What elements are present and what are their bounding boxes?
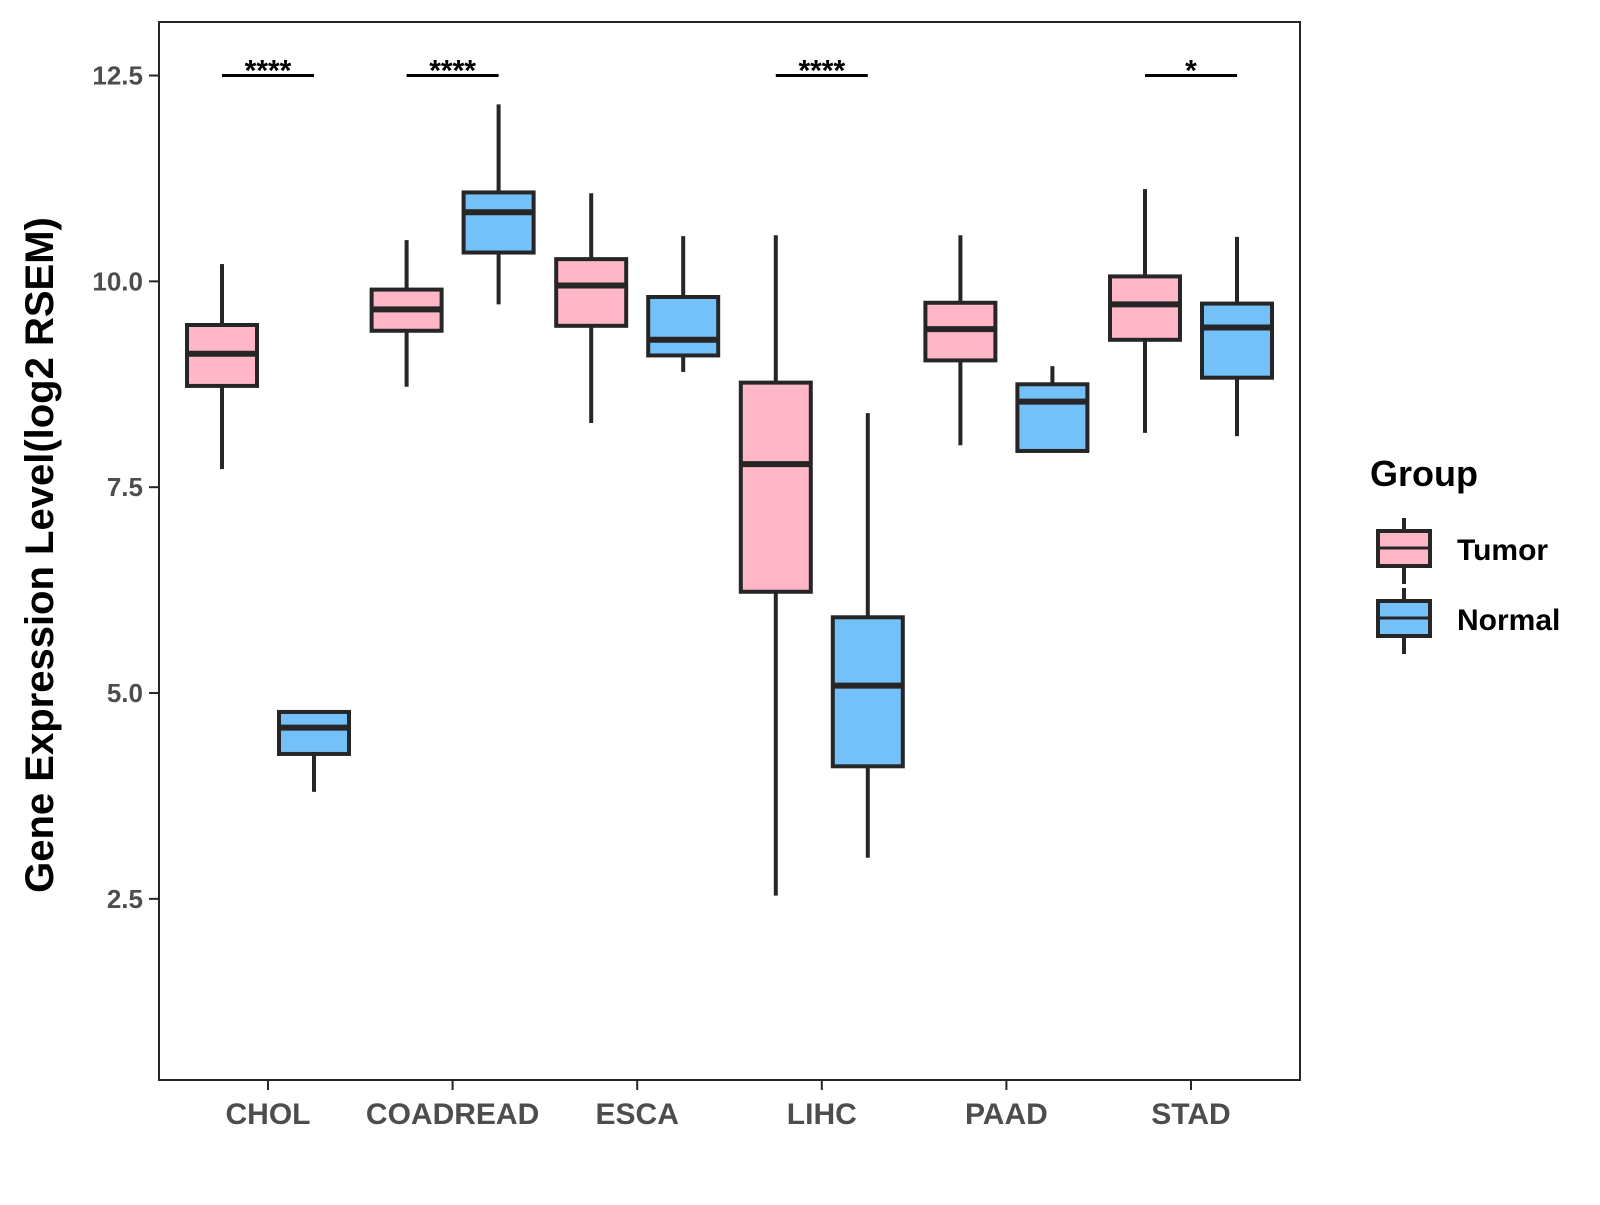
x-tick-label-stad: STAD — [1151, 1098, 1230, 1131]
y-tick-label-0: 2.5 — [107, 884, 143, 914]
sig-label-coadread: **** — [429, 55, 476, 88]
y-tick-label-1: 5.0 — [107, 678, 143, 708]
legend: Group Tumor Normal — [1370, 453, 1560, 654]
box-normal-chol — [277, 709, 351, 792]
box-tumor-chol — [185, 264, 259, 470]
y-axis-label: Gene Expression Level(log2 RSEM) — [18, 217, 62, 893]
sig-label-stad: * — [1185, 55, 1197, 88]
y-tick-label-4: 12.5 — [92, 61, 143, 91]
box-tumor-lihc — [738, 235, 813, 896]
box-normal-paad — [1015, 366, 1090, 453]
x-tick-label-paad: PAAD — [965, 1098, 1048, 1131]
plot-panel-border — [158, 21, 1301, 1081]
x-tick-label-lihc: LIHC — [787, 1098, 857, 1131]
box-normal-esca — [646, 236, 721, 372]
legend-title: Group — [1370, 453, 1478, 494]
box-normal-esca-iqr — [646, 294, 721, 358]
box-normal-coadread-iqr — [461, 190, 536, 255]
box-tumor-stad — [1108, 189, 1182, 433]
box-tumor-stad-iqr — [1108, 274, 1182, 342]
box-tumor-esca-iqr — [554, 257, 629, 328]
box-normal-stad — [1200, 236, 1274, 437]
y-tick-label-3: 10.0 — [92, 266, 143, 296]
box-tumor-lihc-iqr — [738, 380, 813, 594]
box-tumor-paad — [923, 235, 998, 446]
legend-item-normal: Normal — [1376, 588, 1560, 654]
box-normal-paad-iqr — [1015, 382, 1090, 453]
box-normal-chol-iqr — [277, 709, 351, 756]
box-normal-lihc-iqr — [830, 615, 905, 769]
y-tick-label-2: 7.5 — [107, 472, 143, 502]
box-normal-coadread — [461, 104, 536, 305]
box-tumor-esca — [554, 193, 629, 423]
x-tick-label-esca: ESCA — [596, 1098, 679, 1131]
legend-label-tumor: Tumor — [1457, 534, 1548, 567]
box-normal-stad-iqr — [1200, 301, 1274, 380]
x-tick-label-chol: CHOL — [226, 1098, 311, 1131]
sig-label-lihc: **** — [798, 55, 845, 88]
x-tick-label-coadread: COADREAD — [366, 1098, 539, 1131]
box-tumor-coadread — [369, 240, 444, 387]
legend-label-normal: Normal — [1457, 604, 1560, 637]
sig-label-chol: **** — [245, 55, 292, 88]
legend-item-tumor: Tumor — [1376, 518, 1548, 584]
box-normal-lihc — [830, 413, 905, 858]
